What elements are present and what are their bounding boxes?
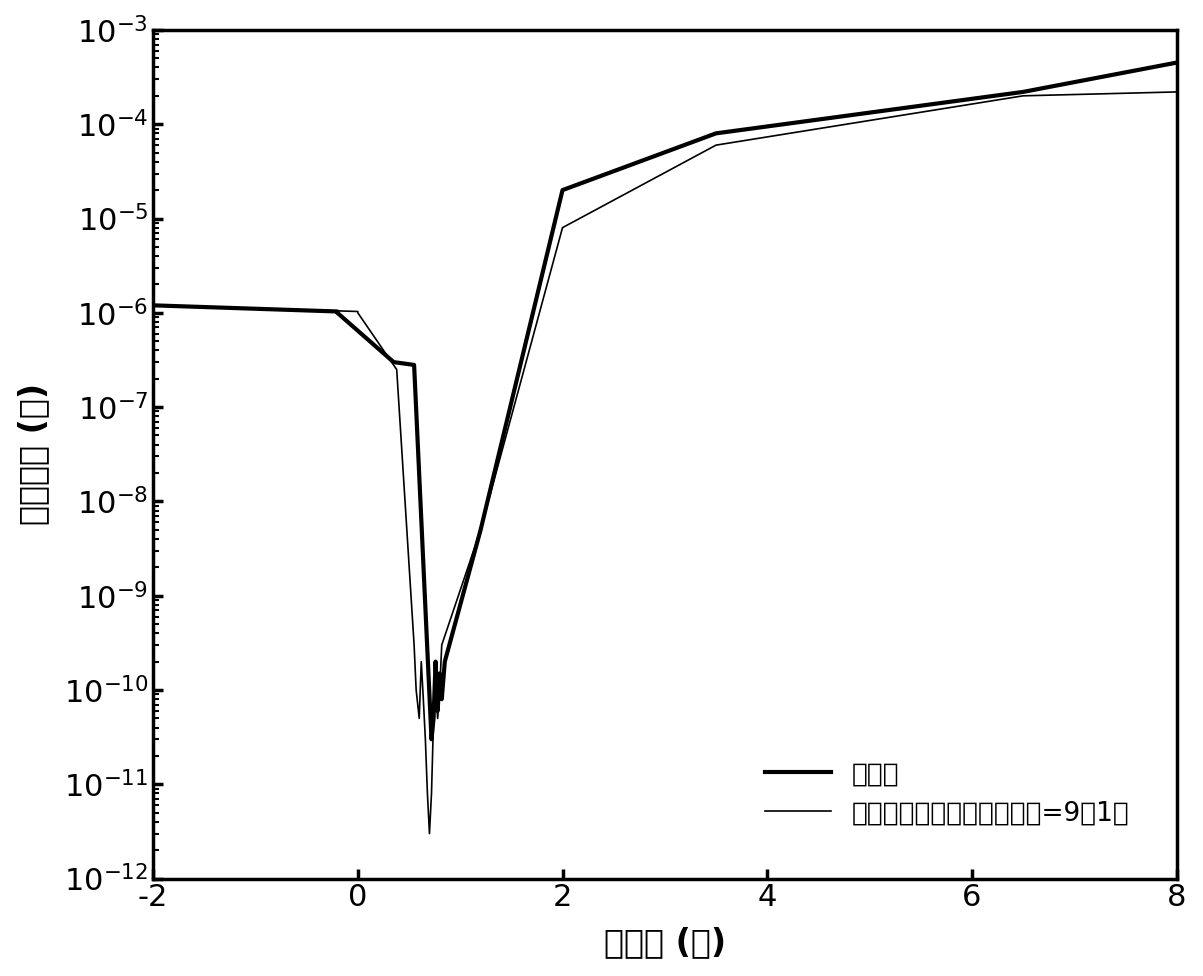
Line: 氧化锆掺杂氧化镧（锆：镧=9：1）: 氧化锆掺杂氧化镧（锆：镧=9：1） xyxy=(153,92,1177,834)
氧化锆掺杂氧化镧（锆：镧=9：1） xyxy=(1169,86,1184,98)
氧化锆 xyxy=(410,438,425,450)
氧化锆 xyxy=(1144,61,1158,73)
Line: 氧化锆: 氧化锆 xyxy=(153,62,1177,739)
氧化锆 xyxy=(485,477,499,489)
氧化锆 xyxy=(533,278,547,290)
Legend: 氧化锆, 氧化锆掺杂氧化镧（锆：镧=9：1）: 氧化锆, 氧化锆掺杂氧化镧（锆：镧=9：1） xyxy=(752,749,1143,840)
氧化锆掺杂氧化镧（锆：镧=9：1） xyxy=(759,131,774,142)
氧化锆掺杂氧化镧（锆：镧=9：1） xyxy=(259,303,273,314)
氧化锆掺杂氧化镧（锆：镧=9：1） xyxy=(409,684,423,696)
Y-axis label: 漏极电流 (安): 漏极电流 (安) xyxy=(17,384,49,525)
氧化锆掺杂氧化镧（锆：镧=9：1） xyxy=(1009,91,1024,102)
氧化锆 xyxy=(1169,57,1184,68)
氧化锆 xyxy=(146,300,160,311)
氧化锆 xyxy=(425,733,439,745)
氧化锆掺杂氧化镧（锆：镧=9：1） xyxy=(407,639,421,651)
氧化锆掺杂氧化镧（锆：镧=9：1） xyxy=(422,828,437,839)
氧化锆掺杂氧化镧（锆：镧=9：1） xyxy=(146,300,160,311)
氧化锆掺杂氧化镧（锆：镧=9：1） xyxy=(630,182,645,193)
氧化锆 xyxy=(383,353,397,365)
X-axis label: 栅电极 (伏): 栅电极 (伏) xyxy=(604,926,725,959)
氧化锆 xyxy=(379,349,393,361)
